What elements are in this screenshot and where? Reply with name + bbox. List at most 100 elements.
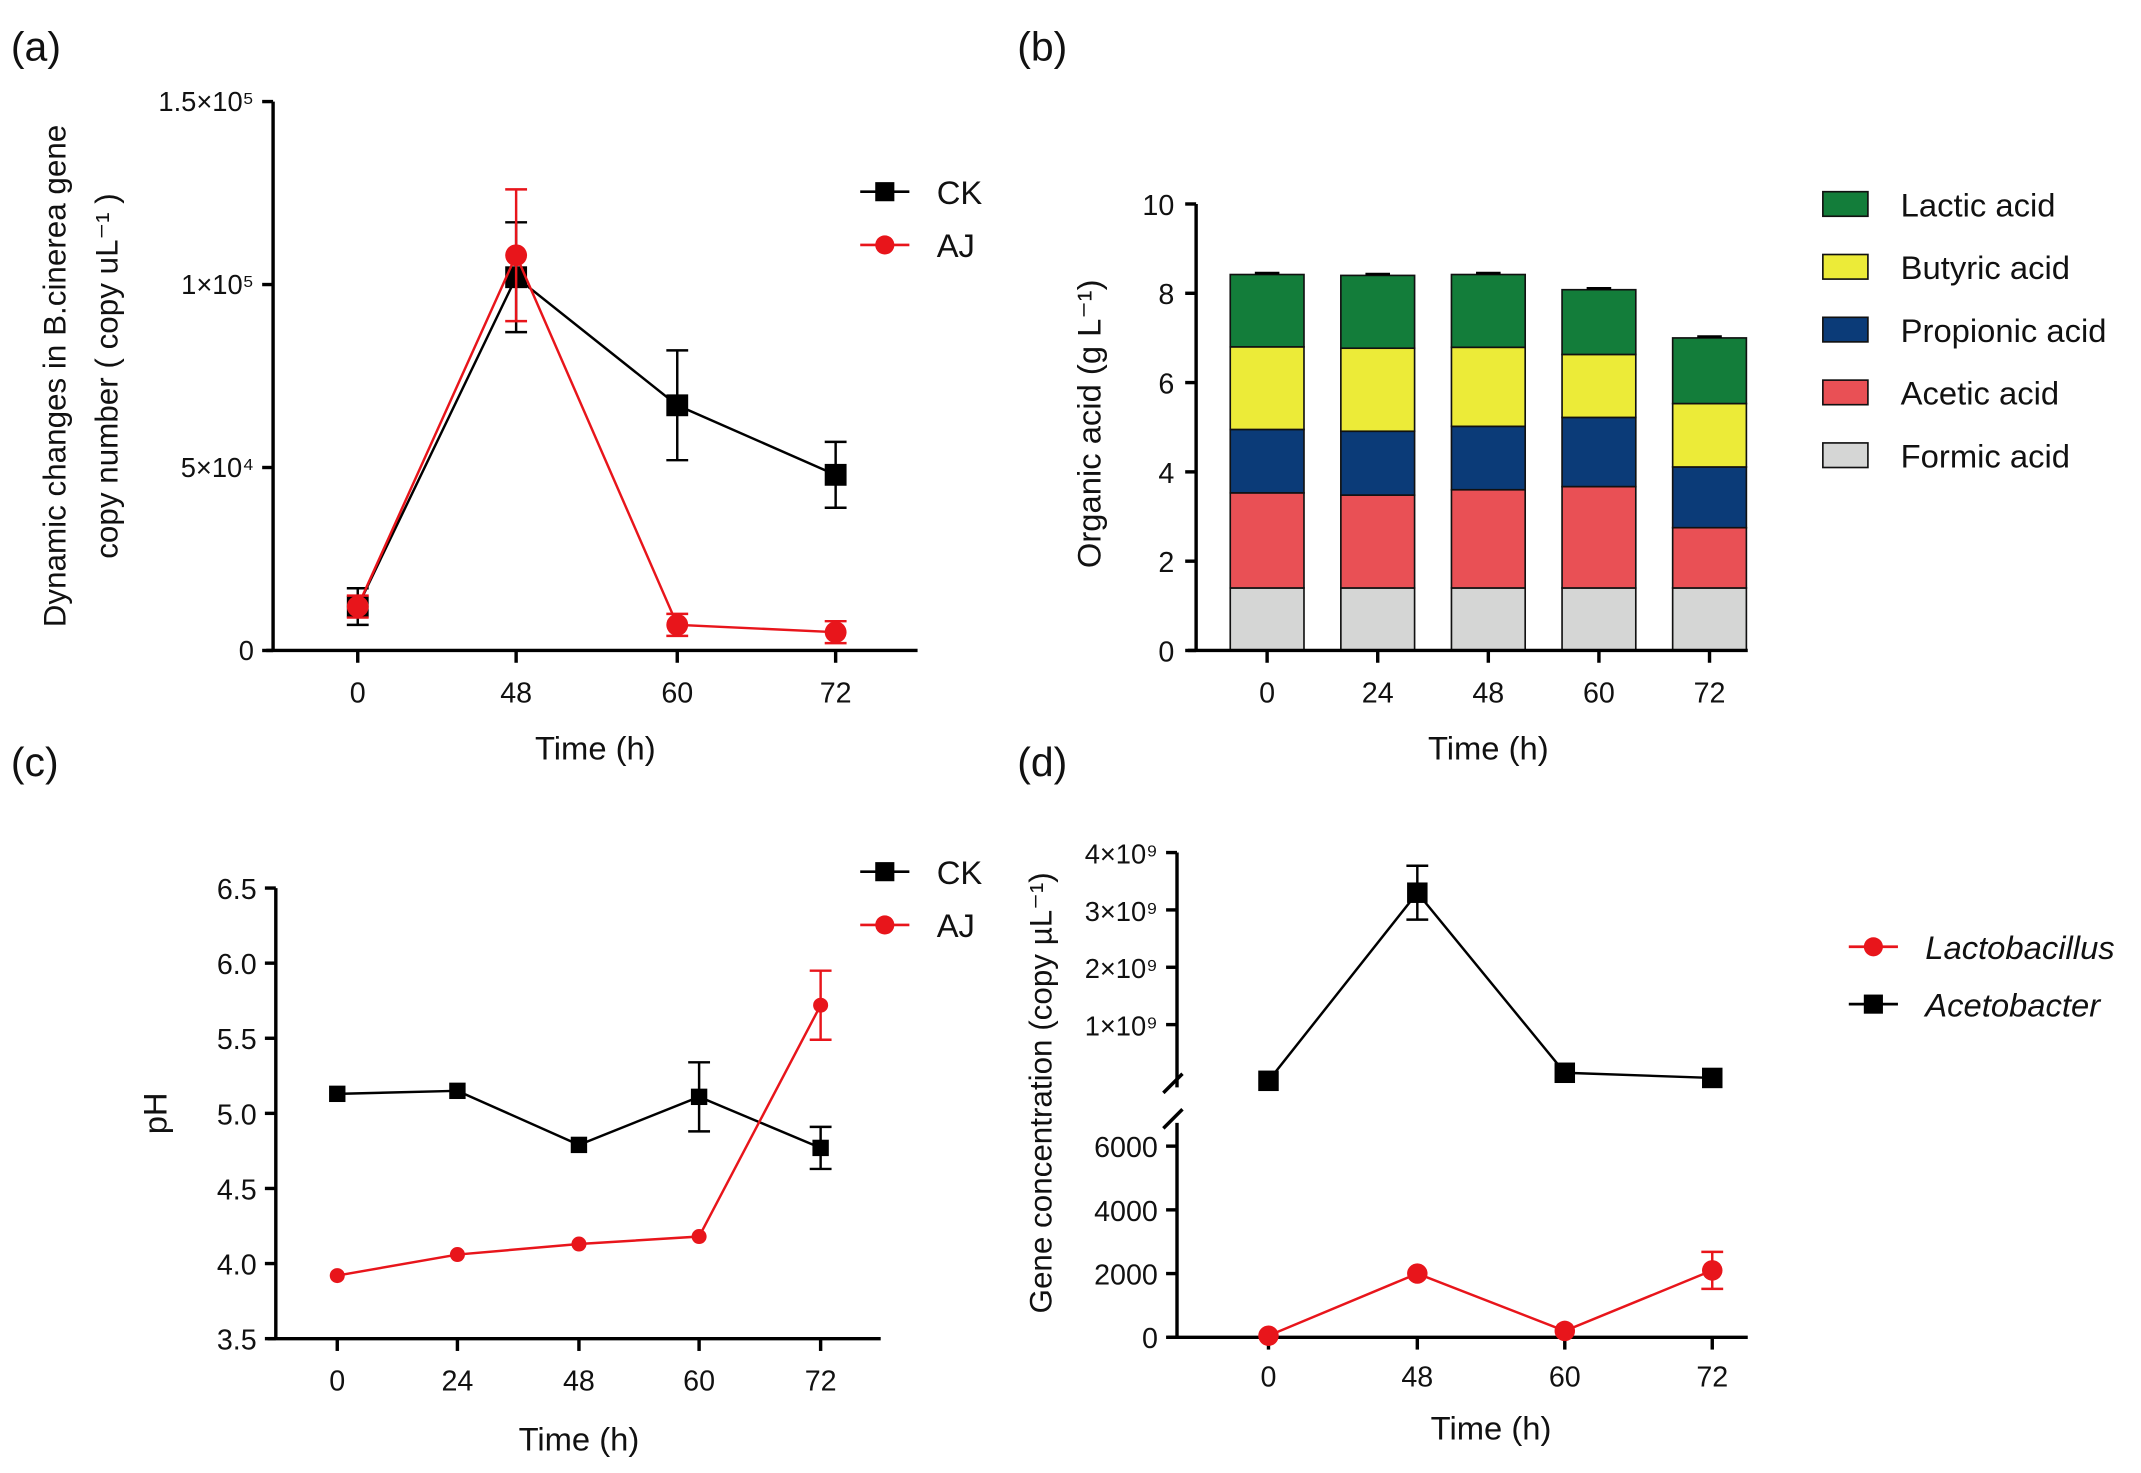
data-point — [346, 595, 369, 618]
legend-item: Lactic acid — [1822, 186, 2056, 223]
legend-marker-square — [875, 182, 895, 202]
x-tick-label: 60 — [683, 1366, 715, 1398]
data-point — [1554, 1320, 1576, 1342]
x-axis-label: Time (h) — [535, 730, 656, 767]
data-point — [329, 1085, 346, 1103]
legend-item: Lactobacillus — [1848, 929, 2115, 966]
data-point — [666, 394, 689, 417]
y-axis-label: Organic acid (g L⁻¹) — [1071, 280, 1108, 569]
bar-segment-acetic-acid — [1340, 494, 1416, 589]
bar-segment-butyric-acid — [1229, 346, 1305, 431]
y-tick-label: 3×10⁹ — [1085, 896, 1158, 927]
bar-segment-lactic-acid — [1671, 337, 1748, 405]
y-tick-label: 1.5×10⁵ — [158, 86, 254, 117]
x-tick-label: 72 — [820, 677, 852, 709]
x-tick-label: 48 — [500, 677, 532, 709]
x-tick-label: 72 — [1696, 1361, 1728, 1393]
bar-segment-propionic-acid — [1340, 430, 1416, 496]
series-line — [356, 275, 837, 608]
y-axis-label: Gene concentration (copy µL⁻¹) — [1023, 872, 1058, 1313]
y-axis-label: copy number ( copy uL⁻¹ ) — [89, 193, 124, 559]
bar-segment-butyric-acid — [1561, 353, 1637, 419]
axis-break-mark — [1162, 1108, 1184, 1130]
legend-swatch — [1822, 190, 1869, 218]
y-axis-label: pH — [137, 1092, 174, 1134]
series-CK — [329, 1061, 832, 1171]
x-tick-label: 72 — [805, 1366, 837, 1398]
x-tick-label: 0 — [329, 1366, 345, 1398]
bar-segment-propionic-acid — [1671, 466, 1748, 529]
series-line — [356, 252, 836, 634]
y-tick-label: 4 — [1158, 458, 1174, 490]
y-tick-label: 8 — [1158, 279, 1174, 311]
bar-segment-formic-acid — [1229, 587, 1305, 652]
series-line — [1267, 890, 1713, 1082]
data-point — [1407, 1263, 1428, 1284]
series-line — [1268, 1269, 1713, 1337]
legend-item: Acetobacter — [1848, 986, 2102, 1023]
y-tick-label: 1×10⁵ — [181, 269, 254, 300]
legend-item: Butyric acid — [1822, 249, 2070, 286]
legend-marker-circle — [1863, 937, 1883, 957]
legend-label: CK — [937, 854, 983, 891]
data-point — [571, 1236, 587, 1252]
y-tick-label: 4000 — [1094, 1196, 1158, 1228]
data-point — [812, 1139, 829, 1157]
y-tick-label: 4.5 — [217, 1174, 257, 1206]
x-axis-label: Time (h) — [1431, 1410, 1552, 1447]
y-tick-label: 3.5 — [217, 1325, 257, 1357]
legend-label: Formic acid — [1901, 438, 2070, 475]
x-axis-label: Time (h) — [1428, 730, 1549, 767]
legend-item: Acetic acid — [1822, 375, 2059, 412]
bar-segment-lactic-acid — [1229, 273, 1305, 348]
data-point — [449, 1247, 465, 1263]
data-point — [329, 1268, 345, 1284]
data-point — [1258, 1070, 1279, 1092]
bar-segment-butyric-acid — [1671, 402, 1748, 468]
x-tick-label: 0 — [350, 677, 366, 709]
legend-label: Butyric acid — [1901, 249, 2070, 286]
x-tick-label: 48 — [1472, 677, 1504, 709]
series-acetobacter — [1258, 864, 1723, 1092]
bar-segment-acetic-acid — [1450, 488, 1527, 589]
legend-label: Lactic acid — [1901, 186, 2056, 223]
legend-marker-circle — [875, 915, 895, 935]
bar-segment-propionic-acid — [1450, 425, 1527, 491]
y-tick-label: 2 — [1158, 547, 1174, 579]
data-point — [570, 1136, 588, 1154]
data-point — [691, 1229, 707, 1245]
x-tick-label: 48 — [563, 1366, 595, 1398]
legend-item: AJ — [860, 907, 975, 944]
panel-label-a: (a) — [11, 24, 61, 70]
y-tick-label: 2×10⁹ — [1085, 953, 1158, 984]
chart-c: 3.5 4.0 4.5 5.0 5.5 6.0 6.5 0 24 48 60 72 Time (h) pH… — [137, 854, 983, 1458]
bar-segment-lactic-acid — [1561, 288, 1637, 356]
bar-segment-acetic-acid — [1671, 526, 1748, 589]
bar-segment-formic-acid — [1671, 587, 1748, 652]
series-CK — [346, 221, 847, 627]
legend-swatch — [1822, 316, 1869, 343]
y-tick-label: 5.5 — [217, 1024, 257, 1056]
bar-segment-acetic-acid — [1229, 492, 1305, 589]
panel-label-d: (d) — [1017, 739, 1067, 785]
data-point — [1407, 882, 1428, 903]
y-tick-label: 2000 — [1094, 1259, 1158, 1291]
x-tick-label: 60 — [1583, 677, 1615, 709]
bar-segment-formic-acid — [1340, 587, 1416, 652]
x-tick-label: 0 — [1261, 1361, 1277, 1393]
x-tick-label: 72 — [1694, 677, 1726, 709]
legend-swatch — [1822, 379, 1869, 406]
bar-segment-propionic-acid — [1561, 416, 1637, 488]
x-tick-label: 48 — [1401, 1361, 1433, 1393]
legend-label: Propionic acid — [1901, 312, 2107, 349]
legend-marker-circle — [875, 235, 895, 255]
x-tick-label: 60 — [1549, 1361, 1581, 1393]
y-tick-label: 0 — [1158, 636, 1174, 668]
legend-label: AJ — [937, 907, 975, 944]
bar-segment-butyric-acid — [1340, 347, 1416, 433]
bar-segment-propionic-acid — [1229, 428, 1305, 494]
axis-break-mark — [1162, 1072, 1184, 1095]
x-tick-label: 24 — [441, 1366, 473, 1398]
